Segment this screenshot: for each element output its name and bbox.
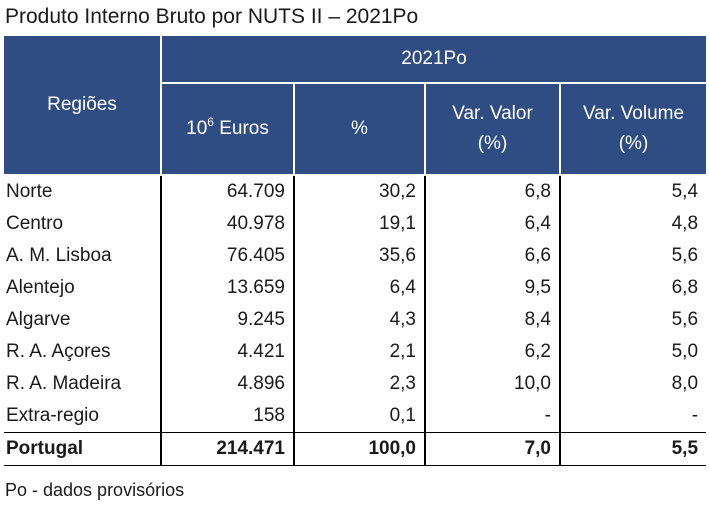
cell-euros: 40.978: [160, 208, 294, 240]
footnote: Po - dados provisórios: [5, 480, 185, 500]
cell-var-valor: 6,6: [424, 240, 560, 272]
cell-var-volume: 5,6: [558, 240, 707, 272]
cell-euros: 76.405: [160, 240, 294, 272]
cell-percent: 4,3: [293, 304, 425, 336]
cell-var-volume: 6,8: [558, 272, 707, 304]
header-var-valor: Var. Valor (%): [424, 82, 561, 176]
cell-percent: 2,3: [293, 368, 425, 400]
cell-percent: 19,1: [293, 208, 425, 240]
header-var-valor-line1: Var. Valor: [452, 103, 533, 124]
table-title: Produto Interno Bruto por NUTS II – 2021…: [5, 5, 419, 28]
header-euros: 106 Euros: [160, 82, 295, 176]
cell-var-valor: 10,0: [424, 368, 560, 400]
cell-euros: 9.245: [160, 304, 294, 336]
table-row: A. M. Lisboa 76.405 35,6 6,6 5,6: [4, 240, 707, 272]
total-var-volume: 5,5: [558, 432, 707, 466]
cell-var-valor: 6,4: [424, 208, 560, 240]
gdp-table: Regiões 2021Po 106 Euros % Var. Valor (%)…: [4, 36, 707, 466]
cell-percent: 30,2: [293, 175, 425, 208]
cell-region: R. A. Açores: [6, 341, 111, 362]
table-row: Extra-regio 158 0,1 - -: [4, 400, 707, 433]
cell-euros: 4.896: [160, 368, 294, 400]
cell-percent: 35,6: [293, 240, 425, 272]
cell-percent: 6,4: [293, 272, 425, 304]
total-percent: 100,0: [293, 432, 425, 466]
header-year: 2021Po: [159, 36, 707, 84]
cell-region: Algarve: [6, 309, 71, 330]
cell-var-volume: 4,8: [558, 208, 707, 240]
total-row: Portugal 214.471 100,0 7,0 5,5: [4, 432, 707, 466]
cell-var-valor: -: [424, 400, 560, 433]
table-row: R. A. Açores 4.421 2,1 6,2 5,0: [4, 336, 707, 368]
table-body: Norte 64.709 30,2 6,8 5,4 Centro 40.978 …: [4, 175, 707, 466]
cell-var-volume: 5,0: [558, 336, 707, 368]
table-row: Centro 40.978 19,1 6,4 4,8: [4, 208, 707, 240]
cell-region: Alentejo: [6, 277, 75, 298]
cell-var-volume: 5,6: [558, 304, 707, 336]
cell-var-valor: 6,2: [424, 336, 560, 368]
table-row: Algarve 9.245 4,3 8,4 5,6: [4, 304, 707, 336]
header-euros-base: 10: [186, 118, 208, 139]
cell-percent: 2,1: [293, 336, 425, 368]
header-percent: %: [293, 82, 426, 176]
table-row: Norte 64.709 30,2 6,8 5,4: [4, 175, 707, 208]
cell-euros: 158: [160, 400, 294, 433]
total-euros: 214.471: [160, 432, 294, 466]
cell-region: Norte: [6, 181, 53, 202]
header-euros-unit: Euros: [213, 118, 269, 139]
cell-percent: 0,1: [293, 400, 425, 433]
header-var-volume-line2: (%): [618, 133, 649, 154]
total-var-valor: 7,0: [424, 432, 560, 466]
cell-var-valor: 8,4: [424, 304, 560, 336]
cell-var-volume: -: [558, 400, 707, 433]
table-row: Alentejo 13.659 6,4 9,5 6,8: [4, 272, 707, 304]
cell-var-volume: 8,0: [558, 368, 707, 400]
cell-euros: 4.421: [160, 336, 294, 368]
cell-region: Extra-regio: [6, 405, 99, 426]
cell-euros: 64.709: [160, 175, 294, 208]
table-row: R. A. Madeira 4.896 2,3 10,0 8,0: [4, 368, 707, 400]
cell-region: Centro: [6, 213, 64, 234]
header-var-valor-line2: (%): [477, 133, 508, 154]
table-header: Regiões 2021Po 106 Euros % Var. Valor (%)…: [4, 36, 707, 176]
cell-euros: 13.659: [160, 272, 294, 304]
header-regions: Regiões: [4, 36, 162, 176]
cell-region: R. A. Madeira: [6, 373, 122, 394]
total-region: Portugal: [6, 438, 84, 459]
cell-var-valor: 6,8: [424, 175, 560, 208]
header-euros-exponent: 6: [207, 115, 214, 129]
header-var-volume-line1: Var. Volume: [582, 103, 685, 124]
cell-region: A. M. Lisboa: [6, 245, 112, 266]
cell-var-volume: 5,4: [558, 175, 707, 208]
cell-var-valor: 9,5: [424, 272, 560, 304]
header-var-volume: Var. Volume (%): [558, 82, 707, 176]
